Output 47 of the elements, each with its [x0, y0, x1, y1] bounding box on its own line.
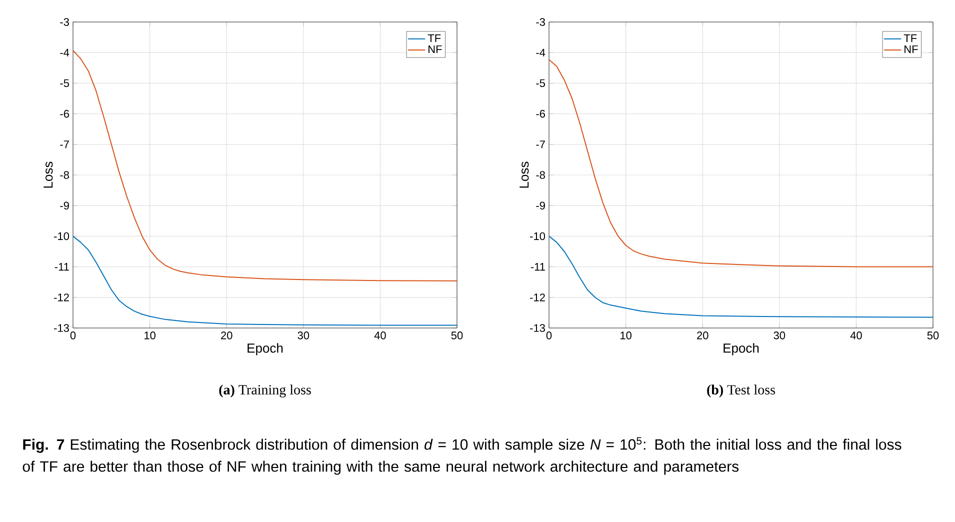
y-tick-label: -13 [54, 324, 69, 332]
x-axis-title: Epoch [724, 343, 759, 356]
y-tick-label: -5 [536, 79, 546, 88]
x-tick-label: 30 [774, 332, 786, 340]
y-tick-label: -12 [530, 294, 545, 302]
y-tick-label: -12 [54, 294, 69, 302]
text: Fig. 7 Estimating the Rosenbrock distribution of dimension d = 10 with sample size N = 10$^{5}$: Both the initial loss and the final loss of TF are better than those of NF when training with the same neural network architecture and parameters [22, 437, 902, 475]
x-tick-label: 40 [374, 332, 386, 340]
text: (b) Test loss [707, 384, 776, 398]
y-tick-label: -6 [536, 110, 545, 118]
x-tick-label: 40 [850, 332, 862, 340]
x-tick-label: 0 [546, 332, 552, 340]
y-tick-label: -13 [530, 324, 545, 332]
y-tick-label: -8 [60, 171, 69, 179]
x-tick-label: 20 [697, 332, 708, 340]
x-tick-label: 50 [927, 332, 939, 340]
text: (a) Training loss [219, 384, 311, 398]
y-tick-label: -4 [536, 48, 546, 56]
y-axis-title: Loss [520, 162, 529, 188]
y-tick-label: -11 [530, 263, 545, 271]
x-axis-title: Epoch [248, 343, 283, 356]
x-tick-label: 20 [221, 332, 232, 340]
y-tick-label: -6 [60, 110, 69, 118]
y-tick-label: -7 [536, 140, 545, 148]
y-tick-label: -11 [54, 263, 69, 271]
legend-label: NF [904, 45, 918, 54]
x-tick-label: 10 [620, 332, 632, 340]
y-tick-label: -9 [60, 202, 69, 210]
x-tick-label: 30 [298, 332, 310, 340]
y-tick-label: -10 [54, 232, 70, 240]
line-series [549, 59, 934, 268]
y-tick-label: -3 [536, 18, 545, 26]
y-tick-label: -4 [60, 48, 70, 56]
legend-label: NF [428, 45, 442, 54]
y-tick-label: -8 [536, 171, 545, 179]
y-tick-label: -5 [60, 79, 69, 88]
legend-label: TF [428, 34, 441, 42]
x-tick-label: 10 [144, 332, 156, 340]
x-tick-label: 0 [70, 332, 76, 340]
y-axis-title: Loss [44, 162, 53, 188]
y-tick-label: -7 [60, 140, 69, 148]
y-tick-label: -9 [536, 202, 545, 210]
y-tick-label: -3 [60, 18, 69, 26]
legend-label: TF [904, 34, 917, 42]
x-tick-label: 50 [451, 332, 463, 340]
y-tick-label: -10 [530, 232, 546, 240]
line-series [73, 236, 457, 326]
